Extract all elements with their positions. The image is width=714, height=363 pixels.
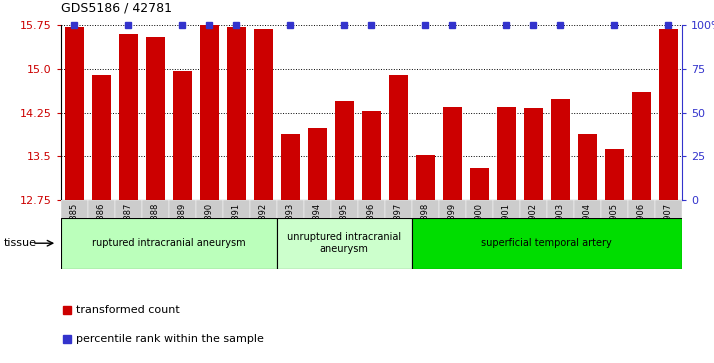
Text: GSM1306903: GSM1306903 (555, 203, 565, 259)
Text: GSM1306885: GSM1306885 (70, 203, 79, 259)
Text: superficial temporal artery: superficial temporal artery (481, 238, 612, 248)
Bar (169, 200, 196, 261)
Bar (655, 200, 682, 261)
Bar (551, 99, 570, 363)
Bar (439, 200, 466, 261)
Text: GSM1306891: GSM1306891 (232, 203, 241, 259)
Bar (119, 34, 138, 363)
Text: GSM1306886: GSM1306886 (96, 203, 106, 259)
Bar (524, 109, 543, 363)
Bar (331, 200, 358, 261)
Bar (605, 149, 624, 363)
Bar (601, 200, 628, 261)
Bar (115, 200, 141, 261)
Bar (493, 200, 520, 261)
Text: GSM1306890: GSM1306890 (205, 203, 213, 259)
Bar (362, 111, 381, 363)
Text: GDS5186 / 42781: GDS5186 / 42781 (61, 2, 171, 15)
Bar (308, 128, 327, 363)
Text: GSM1306905: GSM1306905 (610, 203, 619, 259)
Bar (358, 200, 385, 261)
Text: GSM1306902: GSM1306902 (529, 203, 538, 259)
Bar (141, 200, 169, 261)
Text: GSM1306901: GSM1306901 (502, 203, 511, 259)
Text: GSM1306899: GSM1306899 (448, 203, 457, 259)
Bar (61, 218, 277, 269)
Text: GSM1306893: GSM1306893 (286, 203, 295, 259)
Bar (146, 37, 165, 363)
Text: percentile rank within the sample: percentile rank within the sample (76, 334, 264, 344)
Text: transformed count: transformed count (76, 305, 180, 315)
Text: GSM1306906: GSM1306906 (637, 203, 646, 259)
Text: GSM1306904: GSM1306904 (583, 203, 592, 259)
Bar (416, 155, 435, 363)
Bar (385, 200, 412, 261)
Bar (65, 27, 84, 363)
Bar (281, 134, 300, 363)
Bar (303, 200, 331, 261)
Bar (277, 218, 412, 269)
Text: GSM1306898: GSM1306898 (421, 203, 430, 259)
Text: unruptured intracranial
aneurysm: unruptured intracranial aneurysm (287, 232, 401, 254)
Bar (497, 107, 516, 363)
Bar (227, 26, 246, 363)
Bar (470, 168, 489, 363)
Text: GSM1306889: GSM1306889 (178, 203, 187, 259)
Bar (389, 75, 408, 363)
Bar (547, 200, 574, 261)
Bar (412, 218, 682, 269)
Text: GSM1306900: GSM1306900 (475, 203, 484, 259)
Text: GSM1306896: GSM1306896 (367, 203, 376, 259)
Bar (443, 107, 462, 363)
Text: GSM1306907: GSM1306907 (664, 203, 673, 259)
Bar (520, 200, 547, 261)
Bar (88, 200, 115, 261)
Bar (632, 92, 650, 363)
Text: GSM1306894: GSM1306894 (313, 203, 322, 259)
Bar (574, 200, 601, 261)
Bar (91, 75, 111, 363)
Text: GSM1306888: GSM1306888 (151, 203, 160, 259)
Bar (578, 134, 597, 363)
Bar (412, 200, 439, 261)
Bar (628, 200, 655, 261)
Text: GSM1306892: GSM1306892 (258, 203, 268, 259)
Bar (61, 200, 88, 261)
Bar (659, 29, 678, 363)
Text: GSM1306887: GSM1306887 (124, 203, 133, 259)
Text: ruptured intracranial aneurysm: ruptured intracranial aneurysm (92, 238, 246, 248)
Text: GSM1306897: GSM1306897 (394, 203, 403, 259)
Bar (277, 200, 303, 261)
Bar (223, 200, 250, 261)
Bar (466, 200, 493, 261)
Bar (200, 25, 218, 363)
Bar (335, 101, 353, 363)
Text: GSM1306895: GSM1306895 (340, 203, 348, 259)
Text: tissue: tissue (4, 238, 36, 248)
Bar (196, 200, 223, 261)
Bar (253, 29, 273, 363)
Bar (173, 71, 191, 363)
Bar (250, 200, 277, 261)
